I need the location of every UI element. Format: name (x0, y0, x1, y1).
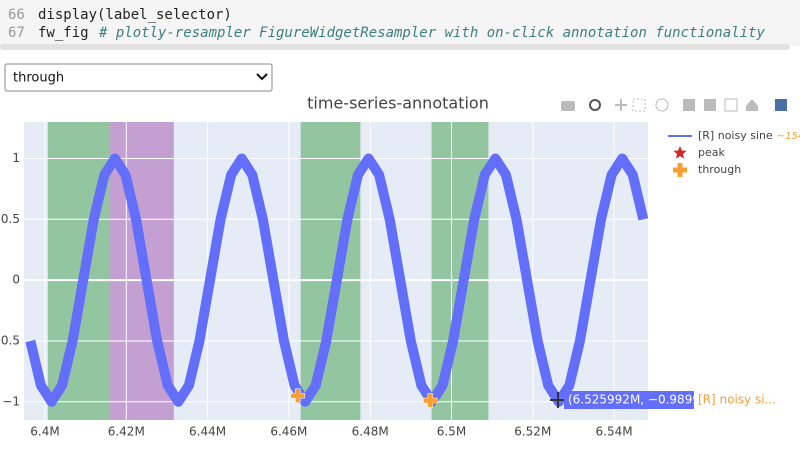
legend-label: peak (698, 146, 725, 159)
x-tick-label: 6.42M (108, 425, 145, 439)
hover-name: [R] noisy si... (698, 393, 776, 407)
x-tick-label: 6.46M (270, 425, 307, 439)
camera-icon[interactable] (561, 101, 575, 111)
y-tick-label: 0 (12, 273, 20, 287)
y-tick-label: 0.5 (1, 212, 20, 226)
pan-icon[interactable] (615, 99, 627, 111)
legend-marker (673, 163, 687, 177)
x-tick-label: 6.44M (189, 425, 226, 439)
x-tick-label: 6.52M (514, 425, 551, 439)
hover-label: (6.525992M, −0.989956) [R] noisy si... (550, 391, 776, 409)
code-cell (0, 0, 800, 46)
plot-clip (24, 122, 648, 420)
lasso-icon[interactable] (655, 98, 669, 112)
legend-annotation: ~154 (777, 131, 800, 142)
code-comment: # plotly-resampler FigureWidgetResampler… (98, 25, 765, 41)
legend-label: [R] noisy sine (698, 129, 773, 142)
code: fw_fig (38, 25, 89, 41)
annotation-region (47, 122, 111, 420)
scrollbar (0, 44, 790, 50)
zoom-in-icon[interactable] (683, 99, 695, 111)
select-icon[interactable] (632, 98, 646, 112)
hover-text: (6.525992M, −0.989956) (568, 393, 720, 407)
annotation-region (300, 122, 361, 420)
dropdown-value: through (13, 71, 64, 86)
line-number: 66 (8, 7, 25, 23)
plot: 6.4M 6.42M 6.44M 6.46M 6.48M 6.5M 6.52M 6.54M −1… (0, 122, 800, 439)
code: display(label_selector) (38, 7, 232, 23)
dropdown[interactable] (4, 63, 273, 92)
x-tick-label: 6.54M (596, 425, 633, 439)
legend-marker (673, 146, 687, 159)
modebar (561, 98, 787, 112)
legend-label: through (698, 163, 741, 176)
autoscale-icon[interactable] (724, 98, 738, 112)
zoom-icon[interactable] (589, 99, 601, 111)
cursor (550, 392, 566, 408)
marker (290, 388, 306, 403)
series-line (25, 153, 648, 407)
x-tick-label: 6.5M (437, 425, 466, 439)
dropdown-arrow (256, 73, 268, 81)
y-tick-label: −1 (2, 394, 20, 408)
x-tick-label: 6.4M (30, 425, 59, 439)
zoom-out-icon[interactable] (704, 99, 716, 111)
y-tick-label: −0.5 (0, 333, 20, 347)
reset-icon[interactable] (746, 99, 758, 111)
x-tick-label: 6.48M (352, 425, 389, 439)
hover-box (564, 391, 694, 409)
plotly-logo[interactable] (775, 99, 787, 111)
line-number: 67 (8, 25, 25, 41)
y-tick-label: 1 (12, 151, 20, 165)
marker (423, 393, 438, 408)
chart-title: time-series-annotation (307, 94, 489, 113)
